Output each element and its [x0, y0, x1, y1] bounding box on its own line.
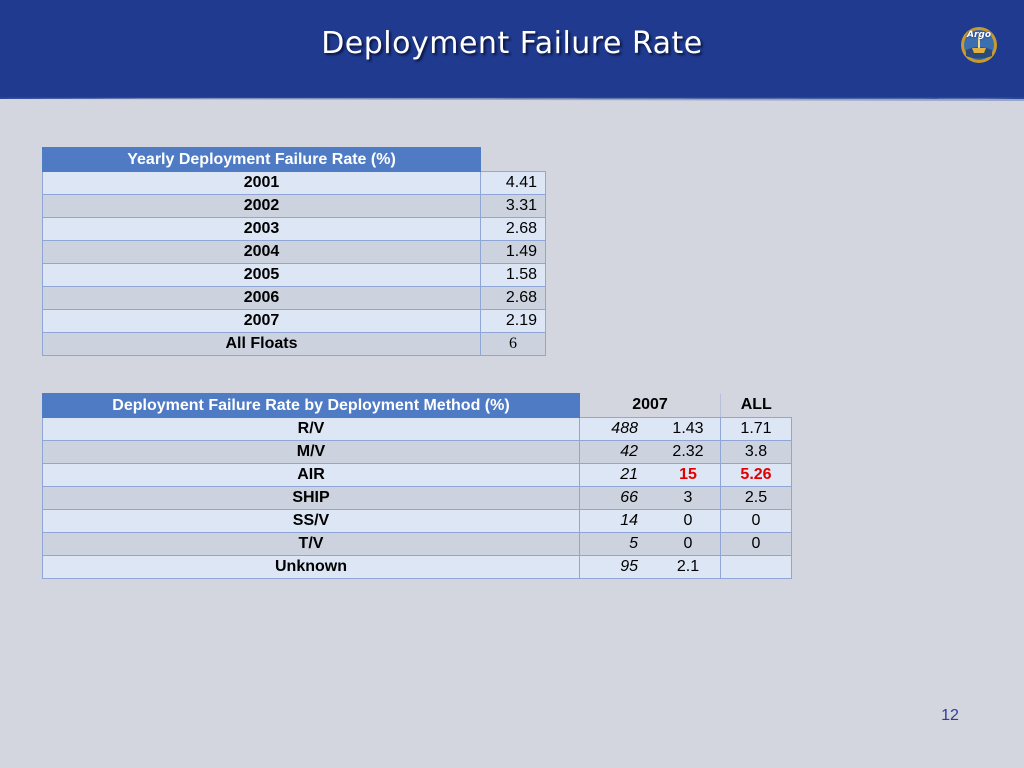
- row-label: 2004: [42, 240, 481, 264]
- row-label: T/V: [42, 532, 580, 556]
- row-2007-value: 2.1: [656, 555, 721, 579]
- row-count: 42: [579, 440, 656, 464]
- row-value: 1.58: [480, 263, 546, 287]
- table-row: AIR 21 15 5.26: [42, 463, 792, 487]
- logo-text: Argo: [966, 30, 992, 40]
- row-label: 2001: [42, 171, 481, 195]
- row-all-value: 5.26: [720, 463, 792, 487]
- table-row: 2006 2.68: [42, 286, 546, 310]
- row-all-value: [720, 555, 792, 579]
- row-label: 2003: [42, 217, 481, 241]
- row-count: 488: [579, 417, 656, 441]
- row-all-value: 0: [720, 509, 792, 533]
- table-header-row: Deployment Failure Rate by Deployment Me…: [42, 393, 792, 418]
- row-2007-value: 3: [656, 486, 721, 510]
- row-2007-value: 1.43: [656, 417, 721, 441]
- row-label: Unknown: [42, 555, 580, 579]
- table-row: T/V 5 0 0: [42, 532, 792, 556]
- row-all-value: 2.5: [720, 486, 792, 510]
- yearly-failure-table: Yearly Deployment Failure Rate (%) 2001 …: [42, 147, 546, 356]
- method-failure-table: Deployment Failure Rate by Deployment Me…: [42, 393, 792, 579]
- row-label: R/V: [42, 417, 580, 441]
- row-value: 2.68: [480, 217, 546, 241]
- title-band: [0, 0, 1024, 97]
- row-2007-value: 2.32: [656, 440, 721, 464]
- table-row: SHIP 66 3 2.5: [42, 486, 792, 510]
- table-row: M/V 42 2.32 3.8: [42, 440, 792, 464]
- row-value: 2.19: [480, 309, 546, 333]
- argo-logo: Argo: [960, 26, 998, 64]
- table-row: 2005 1.58: [42, 263, 546, 287]
- column-header-2007: 2007: [579, 393, 721, 418]
- table-row: 2003 2.68: [42, 217, 546, 241]
- table-row: All Floats 6: [42, 332, 546, 356]
- row-count: 21: [579, 463, 656, 487]
- argo-logo-icon: [961, 27, 997, 63]
- row-value: 3.31: [480, 194, 546, 218]
- row-value: 2.68: [480, 286, 546, 310]
- table-header: Deployment Failure Rate by Deployment Me…: [42, 393, 580, 418]
- row-label: All Floats: [42, 332, 481, 356]
- row-2007-value: 0: [656, 532, 721, 556]
- row-label: 2002: [42, 194, 481, 218]
- row-label: M/V: [42, 440, 580, 464]
- row-label: SHIP: [42, 486, 580, 510]
- row-all-value: 0: [720, 532, 792, 556]
- table-row: Unknown 95 2.1: [42, 555, 792, 579]
- row-count: 14: [579, 509, 656, 533]
- row-label: 2007: [42, 309, 481, 333]
- table-row: R/V 488 1.43 1.71: [42, 417, 792, 441]
- row-label: AIR: [42, 463, 580, 487]
- row-value: 4.41: [480, 171, 546, 195]
- table-row: 2007 2.19: [42, 309, 546, 333]
- table-row: 2004 1.49: [42, 240, 546, 264]
- row-count: 5: [579, 532, 656, 556]
- column-header-all: ALL: [720, 393, 792, 418]
- row-label: 2005: [42, 263, 481, 287]
- table-row: SS/V 14 0 0: [42, 509, 792, 533]
- row-label: 2006: [42, 286, 481, 310]
- row-value: 6: [480, 332, 546, 356]
- table-header: Yearly Deployment Failure Rate (%): [42, 147, 481, 172]
- row-label: SS/V: [42, 509, 580, 533]
- row-count: 95: [579, 555, 656, 579]
- page-number: 12: [941, 707, 959, 724]
- table-header-blank: [480, 147, 546, 172]
- slide-title: Deployment Failure Rate: [321, 26, 703, 61]
- table-header-row: Yearly Deployment Failure Rate (%): [42, 147, 546, 172]
- header-divider: [0, 97, 1024, 101]
- row-all-value: 3.8: [720, 440, 792, 464]
- table-row: 2001 4.41: [42, 171, 546, 195]
- row-2007-value: 15: [656, 463, 721, 487]
- row-2007-value: 0: [656, 509, 721, 533]
- table-row: 2002 3.31: [42, 194, 546, 218]
- row-count: 66: [579, 486, 656, 510]
- row-value: 1.49: [480, 240, 546, 264]
- row-all-value: 1.71: [720, 417, 792, 441]
